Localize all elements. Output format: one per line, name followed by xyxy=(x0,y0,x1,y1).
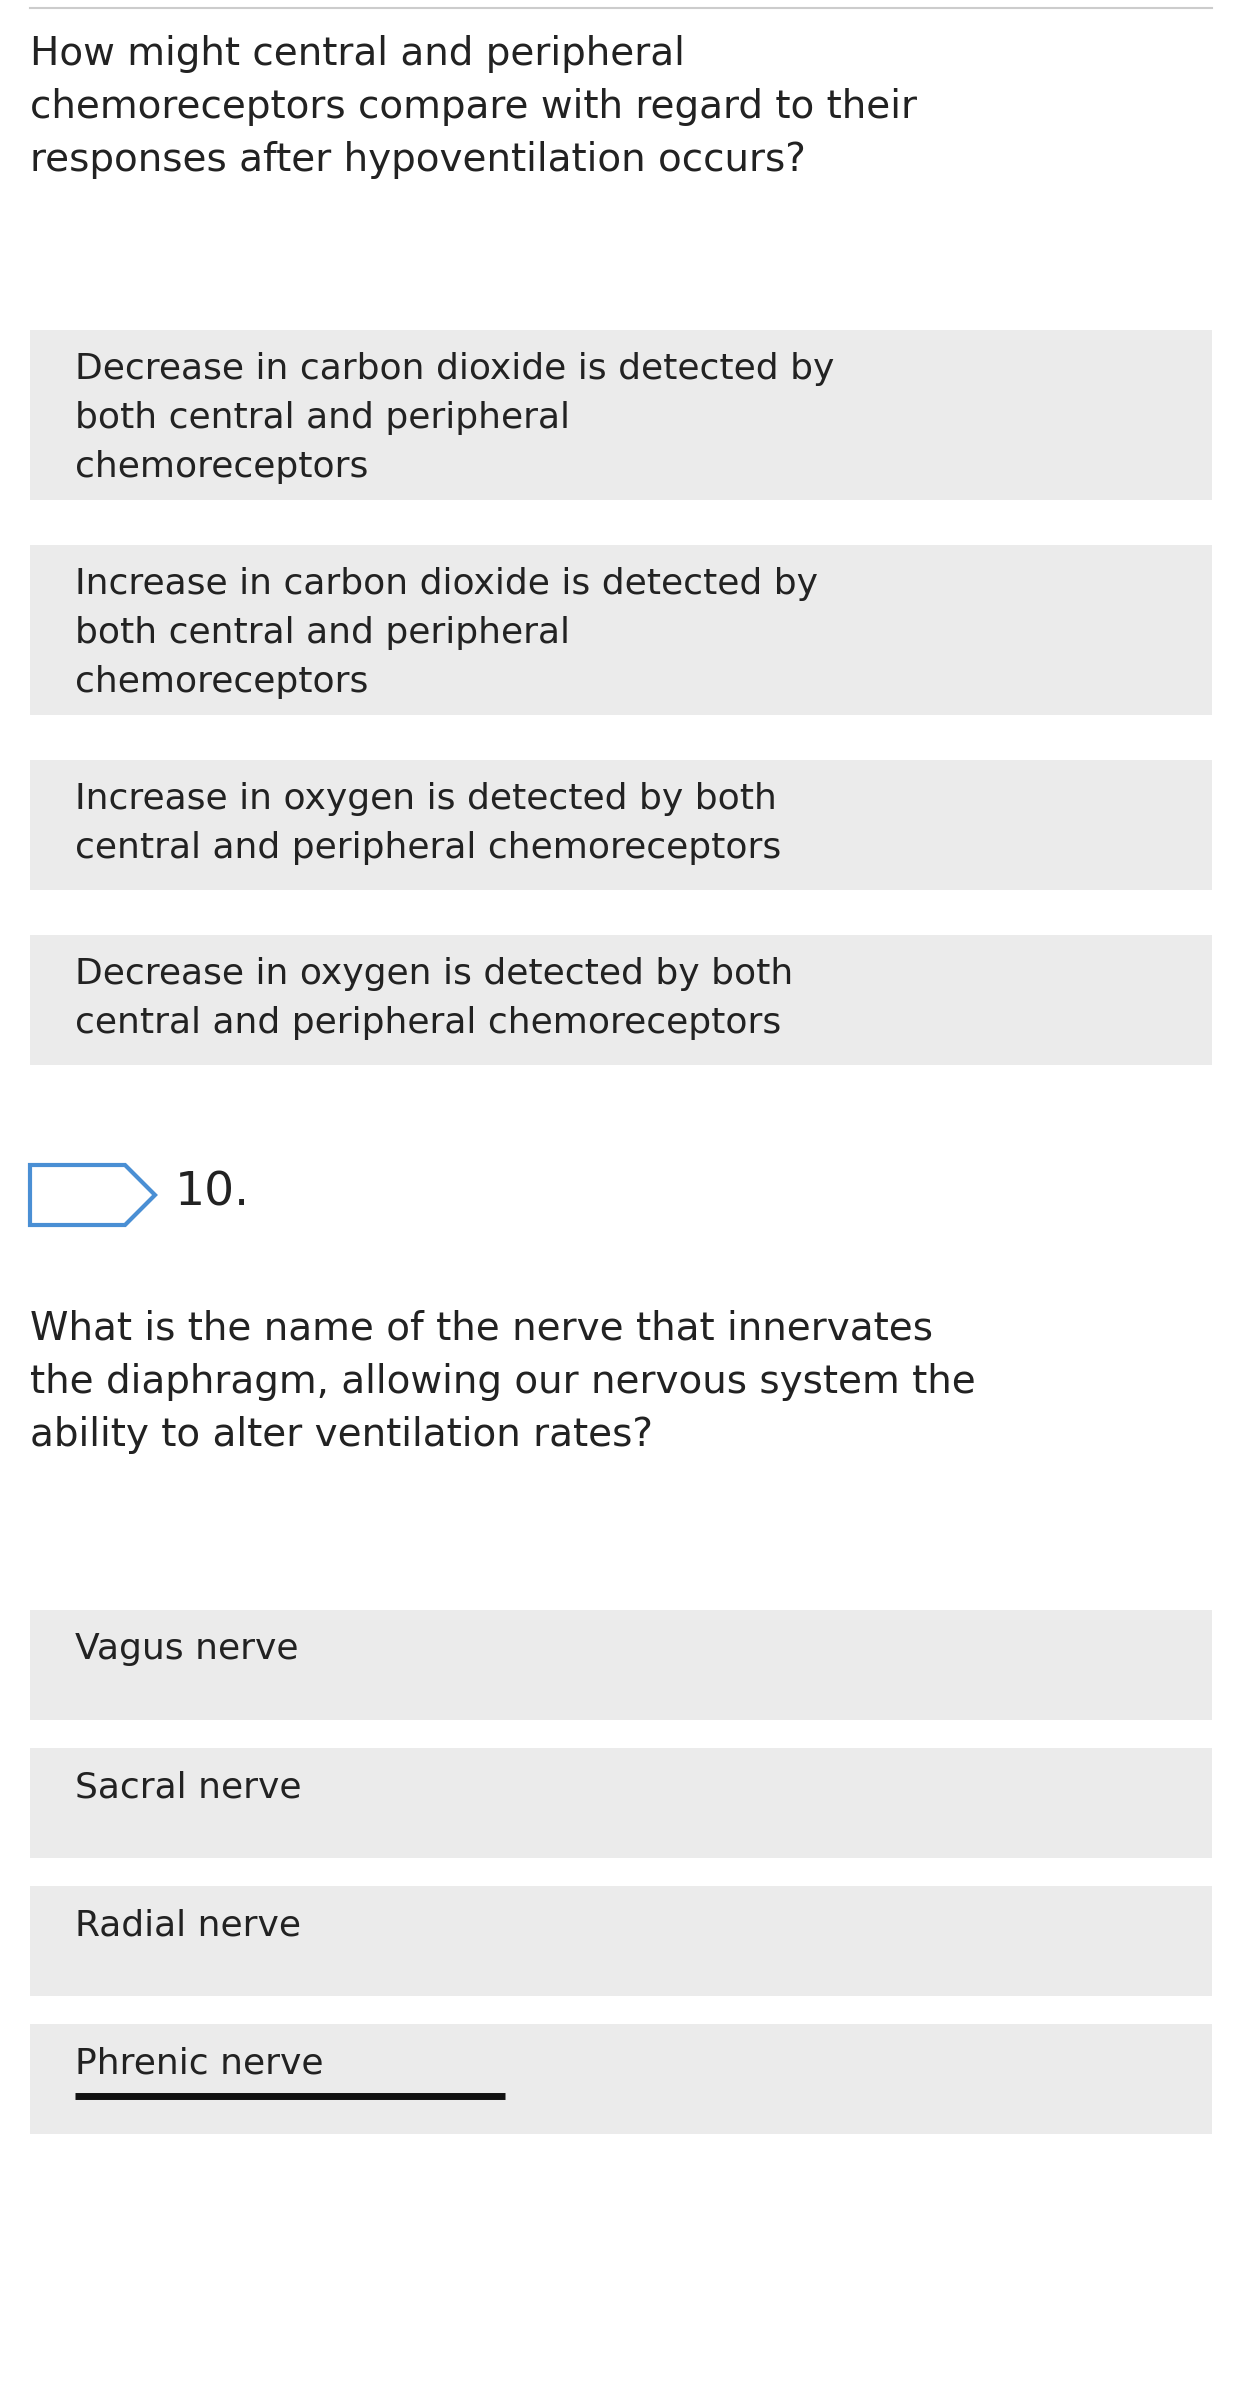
Text: Increase in oxygen is detected by both
central and peripheral chemoreceptors: Increase in oxygen is detected by both c… xyxy=(75,781,781,864)
FancyBboxPatch shape xyxy=(30,2024,1212,2133)
FancyBboxPatch shape xyxy=(30,1886,1212,1995)
FancyBboxPatch shape xyxy=(30,760,1212,890)
Text: Vagus nerve: Vagus nerve xyxy=(75,1631,298,1667)
Text: Sacral nerve: Sacral nerve xyxy=(75,1769,302,1805)
FancyBboxPatch shape xyxy=(30,1610,1212,1719)
FancyBboxPatch shape xyxy=(30,1748,1212,1857)
Text: Phrenic nerve: Phrenic nerve xyxy=(75,2045,323,2081)
Text: How might central and peripheral
chemoreceptors compare with regard to their
res: How might central and peripheral chemore… xyxy=(30,36,917,179)
FancyBboxPatch shape xyxy=(30,331,1212,500)
Text: Decrease in oxygen is detected by both
central and peripheral chemoreceptors: Decrease in oxygen is detected by both c… xyxy=(75,957,794,1040)
Text: Radial nerve: Radial nerve xyxy=(75,1907,301,1943)
Text: Increase in carbon dioxide is detected by
both central and peripheral
chemorecep: Increase in carbon dioxide is detected b… xyxy=(75,567,818,698)
FancyBboxPatch shape xyxy=(30,545,1212,714)
FancyBboxPatch shape xyxy=(30,936,1212,1064)
Text: What is the name of the nerve that innervates
the diaphragm, allowing our nervou: What is the name of the nerve that inner… xyxy=(30,1310,976,1455)
Text: 10.: 10. xyxy=(175,1169,250,1214)
Text: Decrease in carbon dioxide is detected by
both central and peripheral
chemorecep: Decrease in carbon dioxide is detected b… xyxy=(75,352,835,483)
